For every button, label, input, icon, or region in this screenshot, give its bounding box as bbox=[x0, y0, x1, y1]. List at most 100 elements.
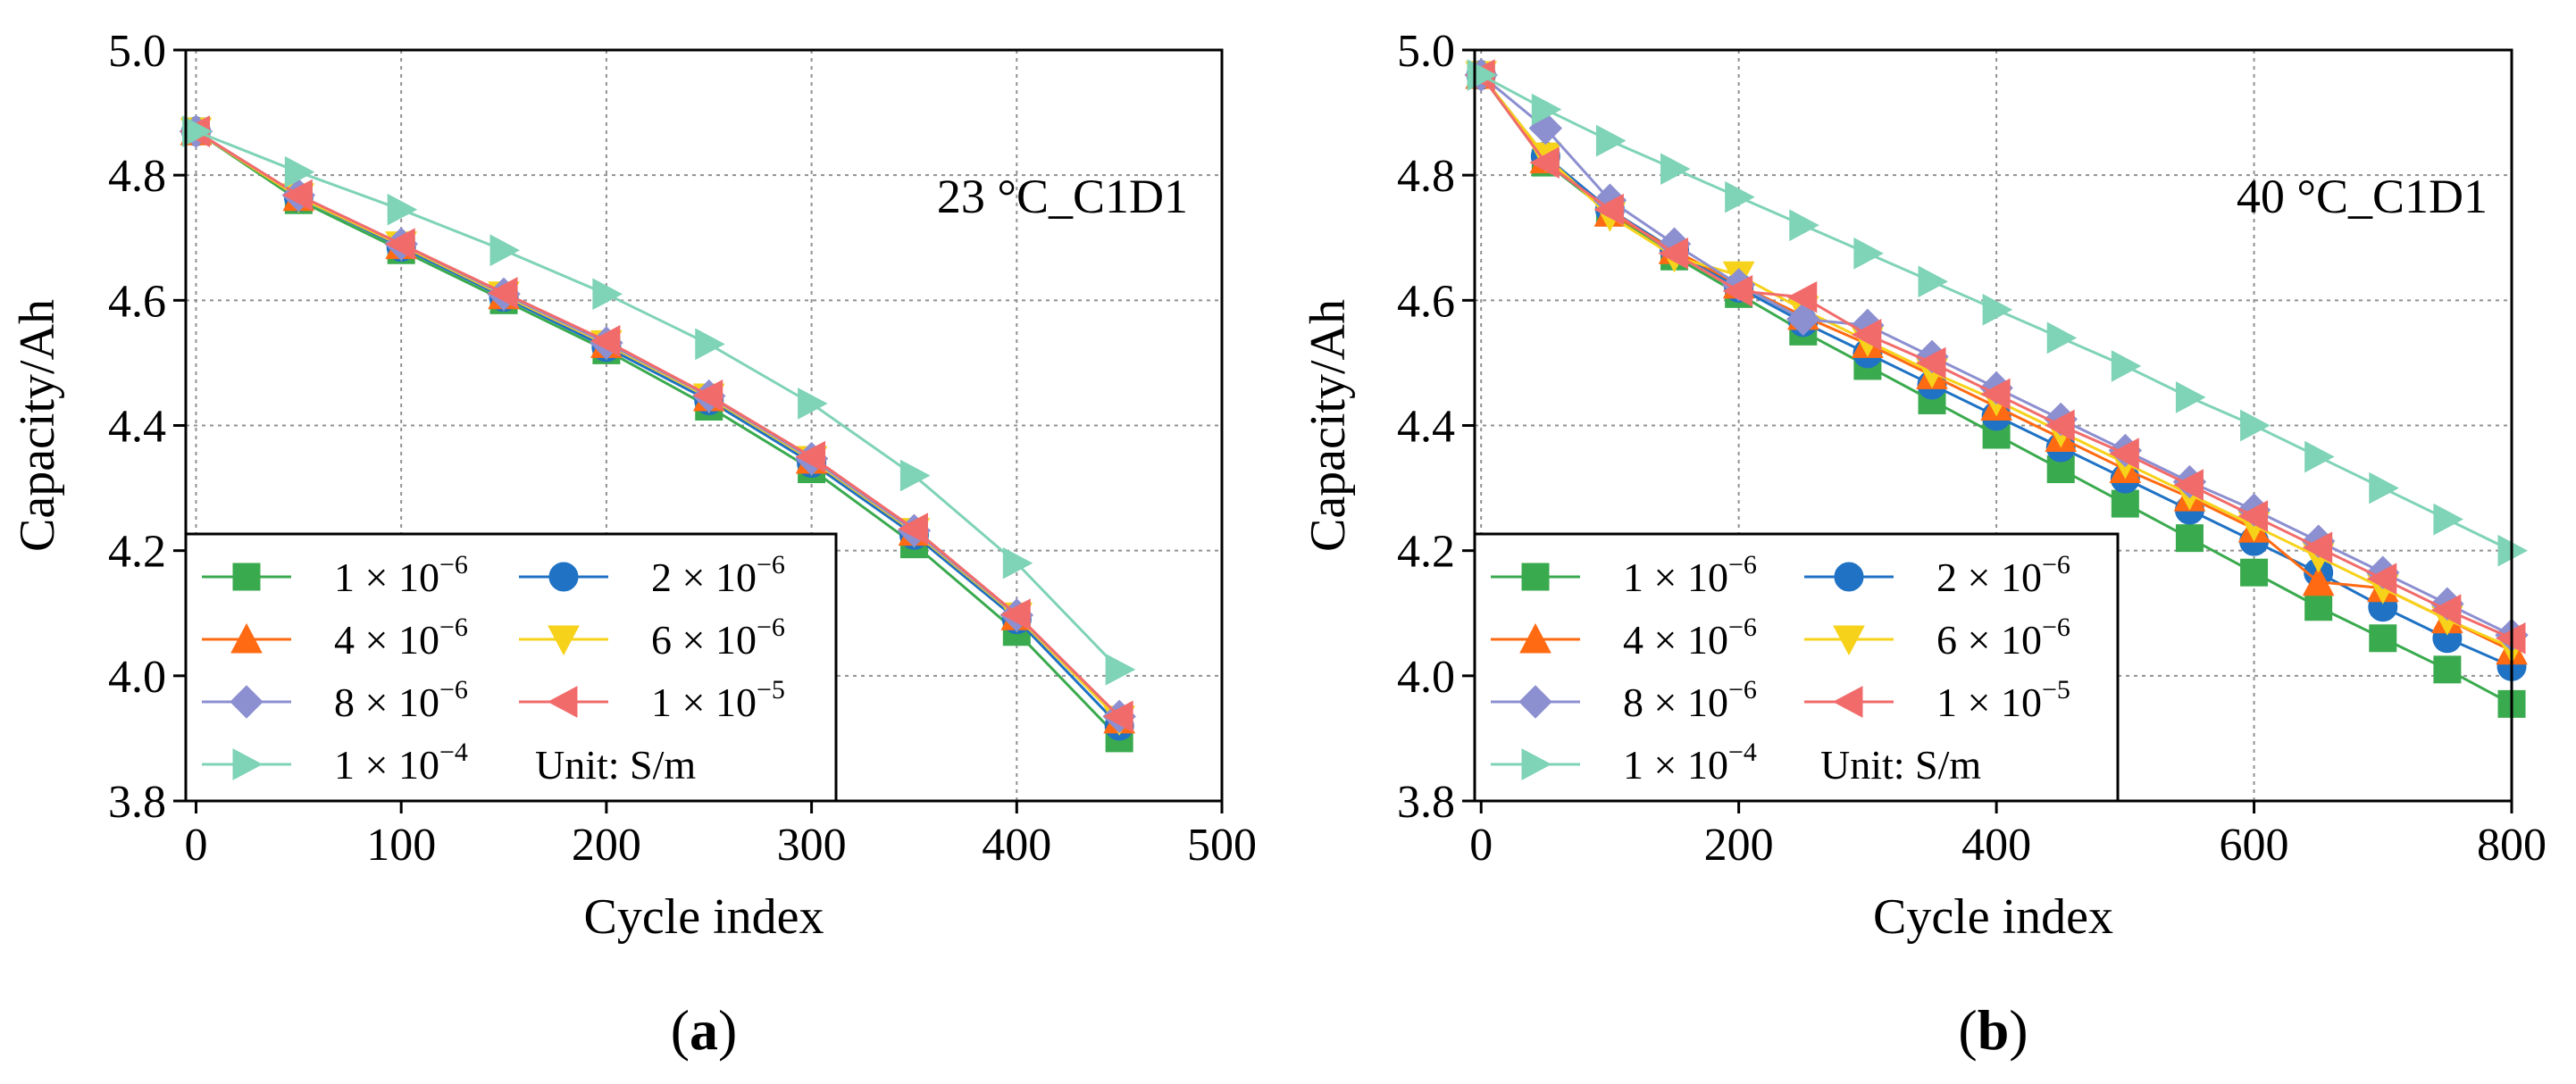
legend-label: 1 × 10−6 bbox=[334, 550, 468, 600]
legend-label-exponent: −6 bbox=[1728, 675, 1757, 705]
data-point bbox=[1853, 237, 1884, 270]
data-point bbox=[798, 388, 828, 420]
data-point bbox=[1595, 124, 1627, 157]
data-point bbox=[2046, 321, 2078, 354]
data-point bbox=[1915, 346, 1946, 379]
legend-item: 6 × 10−6 bbox=[519, 613, 785, 663]
legend-label: 6 × 10−6 bbox=[651, 613, 785, 663]
data-point bbox=[898, 513, 928, 545]
data-point bbox=[1660, 153, 1691, 185]
legend-marker bbox=[1521, 748, 1552, 780]
legend-label-mantissa: 2 × 10 bbox=[1936, 555, 2042, 600]
data-point bbox=[1722, 274, 1753, 307]
data-point bbox=[592, 278, 623, 311]
data-point bbox=[590, 325, 621, 357]
y-tick-label: 4.2 bbox=[108, 527, 166, 578]
legend-label-mantissa: 4 × 10 bbox=[334, 617, 439, 663]
x-tick-label: 100 bbox=[366, 820, 436, 871]
legend-label-exponent: −6 bbox=[439, 613, 468, 642]
legend-label: 2 × 10−6 bbox=[1936, 550, 2070, 600]
legend-label-exponent: −6 bbox=[439, 675, 468, 705]
data-point bbox=[2111, 350, 2142, 382]
panel-label-letter: a bbox=[690, 998, 718, 1062]
data-point bbox=[1103, 700, 1133, 733]
legend-unit: Unit: S/m bbox=[535, 742, 696, 788]
data-point bbox=[2237, 500, 2269, 532]
data-point bbox=[387, 193, 418, 226]
legend-label-mantissa: 1 × 10 bbox=[334, 555, 439, 600]
x-tick-label: 200 bbox=[572, 820, 641, 871]
legend-item: 1 × 10−4 bbox=[1491, 738, 1757, 788]
legend-item: 6 × 10−6 bbox=[1804, 613, 2070, 663]
legend-item: 4 × 10−6 bbox=[202, 613, 468, 663]
legend-item: 1 × 10−4 bbox=[202, 738, 468, 788]
legend-label-exponent: −6 bbox=[1728, 613, 1757, 642]
x-tick-label: 0 bbox=[1469, 820, 1493, 871]
legend-marker bbox=[548, 562, 579, 592]
data-point bbox=[899, 459, 931, 492]
panel-label-letter: b bbox=[1978, 998, 2010, 1062]
panel-label-open: ( bbox=[1958, 998, 1977, 1062]
legend-label: 1 × 10−4 bbox=[1623, 738, 1757, 788]
data-point bbox=[385, 228, 415, 261]
y-tick-label: 4.8 bbox=[108, 151, 166, 202]
legend-item: 8 × 10−6 bbox=[1491, 675, 1757, 725]
legend-marker bbox=[1833, 625, 1865, 656]
data-point bbox=[2302, 531, 2333, 563]
panel-a: 0 100 200 300 400 500 3.8 4.0 4.2 4.4 4.6 4.8 5.0 23 … bbox=[10, 26, 1257, 1062]
legend-marker bbox=[547, 686, 578, 718]
data-point bbox=[1593, 193, 1624, 226]
y-tick-label: 5.0 bbox=[108, 26, 166, 77]
data-point bbox=[1002, 546, 1033, 580]
legend-marker bbox=[548, 625, 580, 656]
legend: 1 × 10−6 2 × 10−64 × 10−6 6 × 10−68 × 10−6… bbox=[184, 532, 838, 803]
series-s1e4 bbox=[181, 115, 1136, 686]
legend-marker bbox=[232, 563, 261, 591]
legend-marker bbox=[1832, 686, 1863, 718]
legend-item: 8 × 10−6 bbox=[202, 675, 468, 725]
x-tick-label: 500 bbox=[1187, 820, 1257, 871]
data-point bbox=[2369, 624, 2397, 653]
data-point bbox=[1789, 209, 1819, 242]
panel-label: (b) bbox=[1958, 998, 2028, 1062]
data-point bbox=[1105, 653, 1136, 686]
legend-marker bbox=[232, 748, 263, 780]
legend-label-mantissa: 6 × 10 bbox=[651, 617, 757, 663]
data-point bbox=[2302, 565, 2335, 596]
series-s1e5 bbox=[1465, 59, 2526, 655]
data-point bbox=[1918, 265, 1949, 298]
legend-item: 4 × 10−6 bbox=[1491, 613, 1757, 663]
legend-marker bbox=[1518, 685, 1552, 719]
data-point bbox=[1786, 280, 1818, 313]
legend-label-exponent: −4 bbox=[1728, 738, 1757, 767]
legend-marker bbox=[1834, 562, 1864, 592]
data-point bbox=[2173, 469, 2204, 501]
y-tick-label: 4.0 bbox=[108, 652, 166, 703]
legend-label-exponent: −5 bbox=[757, 675, 785, 705]
data-point bbox=[282, 179, 313, 212]
x-axis-label: Cycle index bbox=[1873, 889, 2113, 945]
series-s1e4 bbox=[1467, 59, 2529, 567]
legend-item: 1 × 10−6 bbox=[1491, 550, 1757, 600]
legend-label-exponent: −6 bbox=[1728, 550, 1757, 580]
y-tick-label: 5.0 bbox=[1397, 26, 1455, 77]
legend-box bbox=[184, 532, 838, 803]
panel-label: (a) bbox=[671, 998, 738, 1062]
data-point bbox=[2304, 593, 2333, 621]
series-line bbox=[195, 129, 1121, 718]
legend-marker bbox=[230, 685, 263, 719]
legend-label: 6 × 10−6 bbox=[1936, 613, 2070, 663]
data-point bbox=[2433, 503, 2463, 536]
y-tick-label: 4.8 bbox=[1397, 151, 1455, 202]
data-point bbox=[1851, 319, 1882, 351]
y-tick-label: 3.8 bbox=[1397, 777, 1455, 828]
data-point bbox=[2175, 381, 2206, 413]
y-tick-label: 4.0 bbox=[1397, 652, 1455, 703]
legend-label-mantissa: 1 × 10 bbox=[1623, 555, 1728, 600]
data-point bbox=[2175, 524, 2204, 553]
data-point bbox=[181, 115, 213, 147]
legend-label: 4 × 10−6 bbox=[334, 613, 468, 663]
legend-label-exponent: −6 bbox=[757, 613, 785, 642]
